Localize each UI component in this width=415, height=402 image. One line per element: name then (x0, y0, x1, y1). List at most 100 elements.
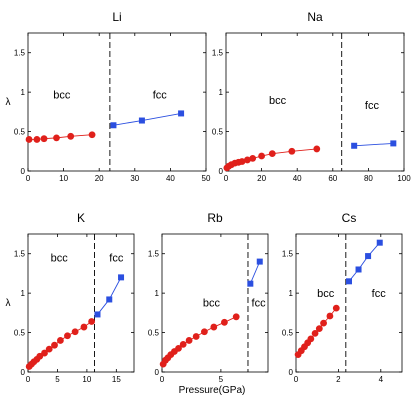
panel-title: Rb (207, 211, 223, 225)
data-point-bcc (33, 136, 41, 143)
data-point-bcc (258, 152, 265, 160)
data-point-fcc (138, 117, 145, 124)
y-tick-label: 1 (289, 289, 294, 298)
axes-frame (161, 233, 269, 373)
x-tick-label: 4 (379, 375, 384, 384)
y-tick-label: 1.5 (282, 250, 294, 259)
data-point-bcc (25, 136, 33, 143)
data-point-bcc (41, 349, 48, 357)
chart-panel-li: Li 0 0.5 1 1.5 0 10 20 30 40 50 λ bcc fcc (6, 10, 211, 183)
y-tick-label: 0 (155, 368, 160, 377)
y-tick-label: 1 (219, 88, 224, 97)
data-point-bcc (71, 328, 79, 336)
data-point-bcc (64, 332, 71, 340)
x-tick-label: 15 (112, 375, 121, 384)
panel-title: Na (307, 10, 323, 24)
y-tick-label: 0.5 (282, 329, 294, 338)
phase-label-fcc: fcc (372, 288, 387, 300)
phase-label-fcc: fcc (365, 100, 380, 112)
axes-frame (225, 32, 405, 172)
y-tick-label: 1.5 (14, 49, 26, 58)
data-point-bcc (179, 341, 187, 348)
data-point-bcc (243, 156, 251, 164)
x-tick-label: 0 (26, 174, 31, 183)
data-point-fcc (346, 278, 352, 285)
data-point-bcc (40, 135, 48, 143)
data-point-bcc (80, 323, 88, 331)
x-tick-label: 80 (364, 174, 373, 183)
series-line-fcc (354, 142, 394, 147)
series-line-fcc (97, 277, 122, 315)
x-tick-label: 10 (82, 375, 91, 384)
data-point-fcc (256, 258, 263, 265)
data-point-bcc (45, 345, 53, 353)
data-point-bcc (307, 335, 315, 343)
y-tick-label: 0.5 (148, 329, 160, 338)
x-tick-label: 20 (257, 174, 266, 183)
chart-panel-k: K 0 0.5 1 1.5 0 5 10 15 λ bcc fcc (6, 211, 135, 384)
x-tick-label: 40 (166, 174, 175, 183)
series-line-fcc (113, 112, 182, 126)
phase-label-bcc: bcc (203, 298, 221, 310)
data-point-fcc (355, 266, 362, 273)
data-point-fcc (365, 253, 372, 260)
y-axis-label: λ (6, 97, 11, 108)
phase-label-fcc: fcc (109, 253, 124, 265)
y-tick-label: 0.5 (14, 329, 26, 338)
y-tick-label: 0 (21, 368, 26, 377)
y-tick-label: 1.5 (14, 250, 26, 259)
x-tick-label: 0 (294, 375, 299, 384)
data-point-bcc (249, 154, 257, 162)
data-point-bcc (192, 333, 200, 340)
y-tick-label: 1 (21, 289, 26, 298)
data-point-bcc (67, 132, 75, 140)
y-tick-label: 1.5 (212, 49, 224, 58)
y-tick-label: 1 (155, 289, 160, 298)
phase-label-bcc: bcc (51, 253, 69, 265)
data-point-bcc (53, 134, 60, 142)
y-tick-label: 0.5 (212, 128, 224, 137)
x-tick-label: 0 (160, 375, 165, 384)
x-tick-label: 40 (293, 174, 302, 183)
data-point-bcc (311, 329, 319, 337)
y-tick-label: 1.5 (148, 250, 160, 259)
data-point-bcc (56, 337, 64, 344)
phase-label-bcc: bcc (53, 90, 71, 102)
chart-panel-na: Na 0 0.5 1 1.5 0 20 40 60 80 100 bcc fcc (212, 10, 411, 183)
data-point-fcc (94, 311, 101, 318)
x-tick-label: 20 (95, 174, 104, 183)
data-point-bcc (51, 341, 58, 349)
y-tick-label: 0 (21, 167, 26, 176)
data-point-bcc (175, 344, 182, 352)
x-tick-label: 10 (59, 174, 68, 183)
data-point-bcc (238, 158, 246, 165)
data-point-bcc (313, 145, 321, 153)
phase-label-bcc: bcc (317, 288, 335, 300)
x-tick-label: 5 (55, 375, 60, 384)
panel-title: K (77, 211, 85, 225)
data-point-fcc (110, 122, 117, 129)
data-point-bcc (88, 131, 96, 139)
x-tick-label: 0 (26, 375, 31, 384)
x-axis-label: Pressure(GPa) (179, 385, 246, 396)
y-tick-label: 1 (21, 88, 26, 97)
y-axis-label: λ (6, 298, 11, 309)
phase-label-fcc: fcc (252, 298, 267, 310)
data-point-fcc (106, 296, 113, 303)
y-tick-label: 0.5 (14, 128, 26, 137)
x-tick-label: 30 (130, 174, 139, 183)
data-point-fcc (390, 140, 397, 147)
panel-title: Cs (342, 211, 357, 225)
series-line-fcc (348, 242, 381, 282)
data-point-bcc (332, 304, 340, 312)
data-point-bcc (210, 323, 218, 331)
data-point-fcc (247, 280, 254, 287)
axes-frame (27, 32, 207, 172)
data-point-fcc (376, 239, 383, 246)
data-point-bcc (88, 318, 95, 325)
data-point-bcc (201, 328, 208, 336)
phase-label-fcc: fcc (153, 90, 168, 102)
data-point-bcc (326, 312, 334, 320)
